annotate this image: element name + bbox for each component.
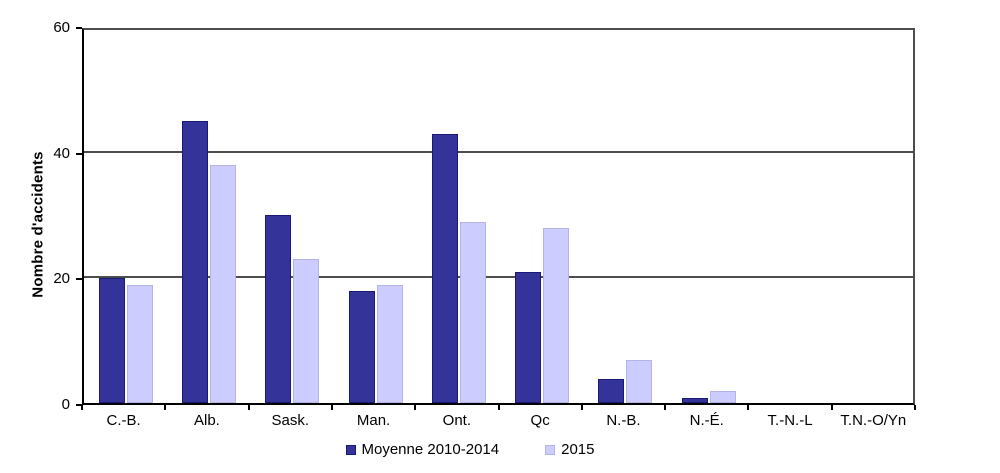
x-label-alb: Alb.: [194, 412, 220, 429]
legend-item-2015: 2015: [545, 441, 594, 458]
bar-moyenne-2010-2014-qc: [515, 272, 542, 403]
x-tick-mark-5: [497, 405, 500, 410]
bar-group-ont: [417, 28, 500, 403]
x-tick-mark-7: [664, 405, 667, 410]
y-tick-label-40: 40: [53, 144, 70, 162]
x-tick-mark-0: [81, 405, 83, 410]
y-tick-label-60: 60: [53, 19, 70, 36]
x-label-sask: Sask.: [271, 412, 309, 429]
bar-group-n: [667, 28, 750, 403]
y-tick-label-20: 20: [53, 270, 70, 288]
x-tick-mark-10: [914, 405, 916, 410]
bar-2015-c-b: [126, 285, 153, 403]
bar-moyenne-2010-2014-sask: [265, 215, 292, 403]
legend-swatch-moyenne-2010-2014: [345, 444, 356, 455]
gridline-40: [84, 150, 913, 153]
legend-label-2015: 2015: [561, 441, 595, 458]
bar-group-alb: [167, 28, 250, 403]
x-tick-mark-6: [580, 405, 583, 410]
x-label-ont: Ont.: [442, 412, 472, 429]
x-label-c-b: C.-B.: [106, 412, 141, 429]
bar-2015-ont: [459, 222, 486, 403]
x-tick-mark-9: [830, 405, 833, 410]
bar-2015-n: [709, 391, 736, 403]
bar-2015-sask: [293, 259, 320, 403]
x-label-t-n-o-yn: T.N.-O/Yn: [840, 412, 907, 429]
bar-moyenne-2010-2014-c-b: [98, 278, 125, 403]
legend: Moyenne 2010-2014 2015: [0, 441, 970, 458]
legend-item-moyenne-2010-2014: Moyenne 2010-2014: [345, 441, 500, 458]
y-tick-mark-0: [76, 404, 82, 406]
bar-moyenne-2010-2014-n-b: [598, 379, 625, 403]
x-label-man: Man.: [356, 412, 391, 429]
bar-2015-n-b: [626, 360, 653, 403]
x-label-t-n-l: T.-N.-L: [767, 412, 813, 429]
bar-group-n-b: [584, 28, 667, 403]
gridline-20: [84, 276, 913, 279]
y-tick-mark-60: [76, 27, 82, 29]
x-label-n: N.-É.: [689, 412, 724, 429]
bar-group-sask: [251, 28, 334, 403]
y-tick-mark-40: [76, 152, 82, 155]
x-tick-mark-1: [164, 405, 167, 410]
bar-group-t-n-o-yn: [834, 28, 917, 403]
bar-moyenne-2010-2014-man: [348, 291, 375, 403]
x-tick-mark-2: [247, 405, 250, 410]
x-label-n-b: N.-B.: [606, 412, 641, 429]
legend-label-moyenne-2010-2014: Moyenne 2010-2014: [361, 441, 500, 458]
bar-group-c-b: [84, 28, 167, 403]
bar-moyenne-2010-2014-n: [681, 398, 708, 403]
bar-2015-alb: [209, 165, 236, 403]
x-tick-mark-3: [330, 405, 333, 410]
bar-2015-qc: [543, 228, 570, 403]
bar-group-t-n-l: [750, 28, 833, 403]
y-tick-mark-20: [76, 278, 82, 281]
bar-2015-man: [376, 285, 403, 403]
plot-area: [82, 28, 915, 405]
y-tick-label-0: 0: [61, 396, 70, 413]
bar-group-man: [334, 28, 417, 403]
x-tick-mark-8: [747, 405, 750, 410]
legend-swatch-2015: [545, 444, 556, 455]
bar-group-qc: [501, 28, 584, 403]
x-tick-mark-4: [414, 405, 417, 410]
bar-moyenne-2010-2014-ont: [431, 134, 458, 403]
bar-moyenne-2010-2014-alb: [181, 121, 208, 403]
x-label-qc: Qc: [530, 412, 550, 429]
